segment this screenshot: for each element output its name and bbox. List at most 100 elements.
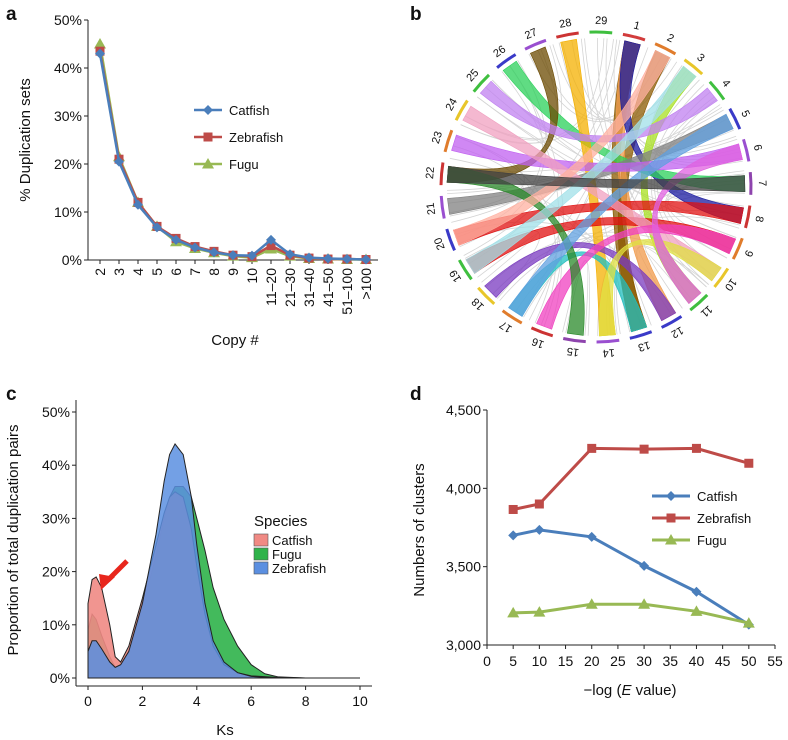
panel-c-xtick-label: 10 — [352, 693, 368, 709]
panel-a-xtick-label: 9 — [225, 268, 241, 276]
panel-b-chromosome-label: 10 — [722, 276, 739, 293]
panel-b-chromosome-arc — [622, 32, 646, 42]
panel-c-chart: Ks Proportion of total duplication pairs… — [5, 400, 372, 739]
panel-b-chromosome-arc — [744, 205, 752, 229]
panel-c-ytick-label: 50% — [42, 404, 70, 420]
panel-b-chromosome-arc — [439, 162, 445, 186]
panel-b-chromosome-label: 6 — [751, 143, 764, 152]
panel-a-point — [323, 253, 333, 264]
panel-c-xtick-label: 6 — [247, 693, 255, 709]
panel-label-c: c — [6, 384, 17, 405]
panel-d-xtick-label: 0 — [483, 653, 491, 669]
panel-b-chromosome-arc — [629, 330, 653, 340]
panel-d-point — [586, 531, 597, 542]
panel-d-ylabel: Numbers of clusters — [411, 463, 428, 596]
panel-b-chromosome-label: 11 — [698, 303, 715, 320]
panel-b-background-link — [665, 170, 745, 259]
panel-c-legend-swatch — [253, 561, 269, 575]
panel-d-xtick-label: 35 — [662, 653, 678, 669]
panel-d-point — [742, 617, 755, 628]
panel-a-point — [285, 249, 295, 260]
panel-b-chromosome-label: 16 — [530, 335, 546, 351]
panel-d-point — [639, 560, 650, 571]
panel-b-link-ribbon — [452, 49, 671, 246]
panel-d-xtick-label: 20 — [584, 653, 600, 669]
panel-b-background-link — [552, 44, 678, 121]
panel-b-chromosome-label: 5 — [738, 108, 751, 119]
panel-b-background-link — [501, 71, 560, 324]
panel-a-point — [114, 156, 124, 167]
panel-a-legend-label: Fugu — [229, 157, 259, 172]
panel-d-xlabel-pre: −log ( — [584, 682, 622, 699]
panel-d-legend-marker — [666, 491, 676, 501]
panel-b-chromosome-arc — [439, 195, 446, 219]
panel-d-legend-label: Zebrafish — [697, 511, 751, 526]
panel-b-circos: 1234567891011121314151617181920212223242… — [424, 15, 768, 359]
panel-b-chromosome-arc — [708, 80, 726, 101]
panel-d-point — [690, 605, 703, 616]
panel-d-xlabel: −log (E value) — [584, 682, 677, 699]
panel-b-chromosome-arc — [472, 73, 491, 93]
panel-d-chart: −log (E value) Numbers of clusters 3,000… — [411, 402, 783, 699]
panel-b-chromosome-label: 23 — [430, 130, 445, 145]
panel-c-arrow-head — [99, 574, 115, 590]
panel-d-xtick-label: 5 — [509, 653, 517, 669]
panel-b-chromosome-arc — [742, 138, 751, 162]
panel-a-xtick-label: 51–100 — [339, 268, 355, 315]
panel-a-xtick-label: 5 — [149, 268, 165, 276]
panel-b-chromosome-arc — [731, 237, 744, 260]
panel-a-chart: Copy # % Duplication sets 0% 10% 20% 30% 40%… — [17, 12, 378, 349]
panel-a-point — [209, 247, 219, 258]
panel-a-point — [190, 242, 200, 253]
panel-a-legend-marker — [202, 158, 214, 169]
panel-a-series-line — [98, 50, 367, 261]
panel-a-ytick-label: 30% — [54, 108, 82, 124]
panel-a-legend-marker — [203, 105, 213, 115]
panel-c-legend-label: Zebrafish — [272, 561, 326, 576]
panel-c-ylabel: Proportion of total duplication pairs — [5, 425, 22, 656]
panel-a-xtick-label: 41–50 — [320, 268, 336, 307]
panel-b-chromosome-arc — [596, 338, 620, 344]
panel-a-ytick-label: 20% — [54, 156, 82, 172]
panel-b-chromosome-arc — [748, 171, 753, 195]
panel-a-legend-label: Zebrafish — [229, 130, 283, 145]
panel-b-link-ribbon — [479, 80, 718, 143]
panel-a-point — [152, 222, 162, 233]
panel-a-xtick-label: 21–30 — [282, 268, 298, 307]
panel-a-point — [228, 250, 238, 261]
panel-label-d: d — [410, 384, 422, 405]
panel-a-xtick-label: 3 — [111, 268, 127, 276]
panel-d-point — [533, 606, 546, 617]
panel-c-legend-label: Fugu — [272, 547, 302, 562]
panel-label-a: a — [6, 4, 17, 25]
panel-b-chromosome-arc — [445, 228, 456, 251]
panel-b-chromosome-label: 21 — [425, 202, 438, 216]
panel-b-chromosome-label: 3 — [694, 51, 706, 64]
panel-d-point — [507, 606, 520, 618]
panel-a-point — [361, 254, 371, 265]
panel-b-chromosome-arc — [555, 31, 579, 39]
panel-b-chromosome-label: 25 — [464, 67, 481, 84]
panel-c-density-area — [87, 442, 360, 679]
panel-a-point — [95, 48, 105, 59]
panel-b-chromosome-arc — [683, 58, 704, 76]
panel-b-background-link — [523, 216, 741, 318]
panel-d-xtick-label: 45 — [715, 653, 731, 669]
panel-c-xlabel: Ks — [216, 722, 234, 739]
panel-d-xtick-label: 25 — [610, 653, 626, 669]
panel-b-chromosome-arc — [443, 129, 454, 153]
panel-b-chromosome-arc — [589, 30, 613, 35]
panel-d-xtick-label: 40 — [689, 653, 705, 669]
panel-d-xtick-label: 55 — [767, 653, 783, 669]
panel-b-chromosome-arc — [654, 42, 677, 56]
panel-b-chromosome-label: 4 — [719, 77, 732, 89]
panel-b-chromosome-arc — [454, 99, 469, 121]
panel-d-xtick-label: 50 — [741, 653, 757, 669]
panel-a-ytick-label: 10% — [54, 204, 82, 220]
panel-d-point — [587, 443, 597, 453]
panel-a-point — [342, 254, 352, 265]
panel-a-xtick-label: 2 — [92, 268, 108, 276]
panel-d-ytick-label: 3,000 — [446, 637, 481, 653]
panel-b-chromosome-label: 28 — [558, 17, 572, 31]
